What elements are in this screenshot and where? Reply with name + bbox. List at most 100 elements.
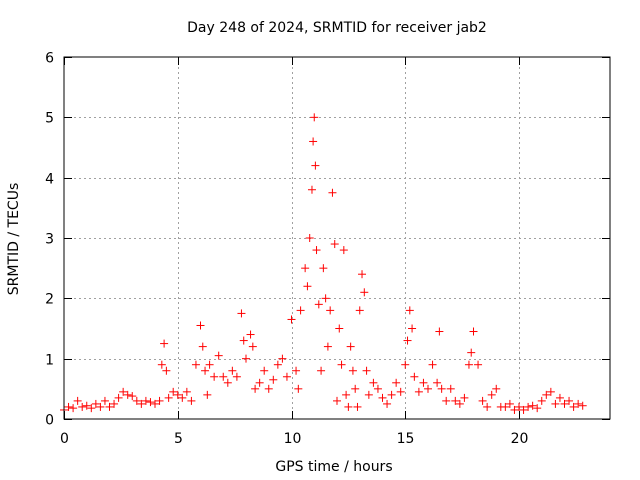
data-point [351,384,360,393]
data-point [524,402,533,411]
data-point [151,399,159,408]
data-point [419,378,428,387]
data-point [362,366,371,375]
data-point [317,366,326,375]
data-point [214,351,223,360]
data-point [358,270,367,279]
data-point [492,384,501,393]
data-point [326,306,335,315]
data-point [478,396,487,405]
data-point [355,306,364,315]
data-point [428,360,437,369]
data-point [360,288,369,297]
data-point [155,396,164,405]
data-point [383,399,392,408]
data-point [178,393,187,402]
data-point [337,360,346,369]
data-point [128,392,137,401]
data-point [132,396,141,405]
data-point [414,387,423,396]
data-point [287,315,296,324]
data-point [210,372,219,381]
data-point [537,396,546,405]
data-point [294,384,303,393]
data-point [335,324,344,333]
chart-title: Day 248 of 2024, SRMTID for receiver jab… [187,20,487,36]
data-point [64,402,73,411]
data-point [519,405,528,414]
data-point [387,390,396,399]
data-point [296,306,305,315]
data-point [574,399,583,408]
data-point [91,399,100,408]
data-point [228,366,237,375]
data-point [501,402,510,411]
data-point [565,396,574,405]
data-point [169,387,178,396]
data-point [392,378,401,387]
data-point [123,390,132,399]
data-point [396,387,405,396]
data-point [474,360,483,369]
data-point [246,330,255,339]
data-point [464,360,473,369]
data-point [505,399,514,408]
data-point [467,348,476,357]
data-point [201,366,210,375]
grid-lines [64,57,610,419]
data-point [546,387,555,396]
data-points [60,113,587,414]
data-point [405,306,414,315]
data-point [105,402,114,411]
data-point [164,393,173,402]
data-point [205,360,214,369]
y-tick-label: 2 [45,292,54,308]
data-point [255,378,264,387]
data-point [346,342,355,351]
data-point [528,401,537,410]
data-point [424,384,432,393]
data-point [87,404,96,413]
data-point [364,390,373,399]
data-point [435,327,444,336]
data-point [239,336,248,345]
data-point [469,327,478,336]
data-point [162,366,171,375]
data-point [403,336,412,345]
data-point [78,402,87,411]
data-point [196,321,205,330]
x-tick-label: 10 [284,431,302,447]
data-point [451,396,460,405]
data-point [311,161,320,170]
data-point [301,264,310,273]
y-tick-label: 0 [45,413,54,429]
data-point [114,393,123,402]
data-point [307,185,316,194]
data-point [292,366,301,375]
data-point [305,234,314,242]
data-point [310,113,319,122]
data-point [157,360,166,369]
data-point [182,387,191,396]
data-point [569,402,578,411]
data-point [369,378,378,387]
axis-ticks: 0 1 2 3 4 5 6 0 5 10 15 20 [45,51,610,447]
x-axis-label: GPS time / hours [275,459,392,475]
data-point [223,378,232,387]
data-point [303,282,312,291]
data-point [69,404,78,413]
data-point [96,402,105,411]
data-point [487,390,496,399]
data-point [348,366,357,375]
data-point [410,372,419,381]
data-point [328,188,337,197]
data-point [278,354,287,363]
data-point [542,390,551,399]
data-point [339,246,348,255]
data-point [321,294,330,303]
data-point [187,396,196,405]
data-point [141,396,150,405]
data-point [408,324,417,333]
x-tick-label: 0 [60,431,69,447]
